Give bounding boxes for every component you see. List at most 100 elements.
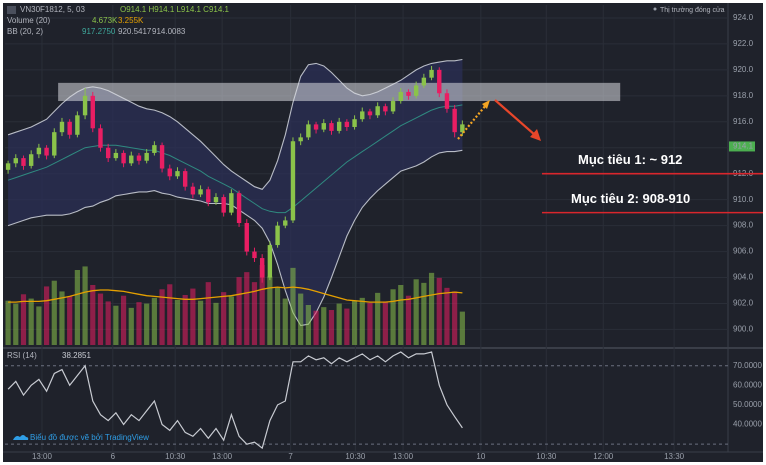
volume-bar <box>398 285 404 345</box>
x-tick-label: 10:30 <box>165 452 186 461</box>
ohlc-legend: O914.1 H914.1 L914.1 C914.1 <box>120 5 230 14</box>
volume-bar <box>43 286 50 345</box>
volume-bar <box>120 295 127 345</box>
volume-bar <box>382 301 388 345</box>
candle-body <box>52 132 57 156</box>
symbol-icon <box>7 6 16 14</box>
volume-bar <box>159 289 165 345</box>
volume-bar <box>5 300 11 345</box>
volume-bar <box>174 300 181 345</box>
candle-body <box>298 137 303 142</box>
candle-body <box>105 147 111 159</box>
candle-body <box>413 85 419 96</box>
volume-bar <box>405 295 412 345</box>
volume-bar <box>375 292 381 345</box>
candle-body <box>329 123 334 131</box>
volume-bar <box>452 291 458 345</box>
y-tick-label: 904.0 <box>733 273 754 282</box>
volume-bar <box>236 277 242 345</box>
annotations <box>457 99 541 141</box>
volume-bar <box>59 291 65 345</box>
volume-bar <box>182 295 188 345</box>
volume-bar <box>313 310 319 345</box>
volume-bar <box>90 285 96 345</box>
x-tick-label: 13:00 <box>212 452 233 461</box>
volume-bar <box>436 277 442 345</box>
candle-body <box>421 77 427 86</box>
x-tick-label: 6 <box>111 452 116 461</box>
volume-ma <box>8 286 463 303</box>
volume-bar <box>274 287 281 345</box>
price-tag-label: 914.1 <box>733 142 754 151</box>
candle-body <box>221 197 226 213</box>
volume-bar <box>251 282 258 345</box>
volume-bar <box>344 308 350 345</box>
candle-body <box>13 158 18 164</box>
candle-body <box>452 108 457 133</box>
volume-bar <box>197 300 204 345</box>
bb-lower-last: 914.0083 <box>152 27 186 36</box>
chart-background <box>3 3 763 462</box>
volume-bar <box>298 293 304 345</box>
candle-body <box>82 95 88 116</box>
bb-middle-last: 917.2750 <box>82 27 116 36</box>
candle-body <box>460 124 465 133</box>
x-tick-label: 13:00 <box>393 452 414 461</box>
volume-bar <box>13 303 19 345</box>
x-tick-label: 12:00 <box>593 452 614 461</box>
candle-body <box>113 152 119 159</box>
x-tick-label: 13:30 <box>664 452 685 461</box>
candle-body <box>336 121 342 131</box>
candle-body <box>444 93 450 109</box>
candle-body <box>229 193 234 213</box>
rsi-line <box>7 351 463 450</box>
candle-body <box>375 106 380 116</box>
volume-bar <box>144 303 150 345</box>
volume-bar <box>205 282 211 345</box>
candle-body <box>398 91 403 102</box>
rsi-tick-label: 50.0000 <box>733 400 762 409</box>
y-tick-label: 906.0 <box>733 247 754 256</box>
y-tick-label: 924.0 <box>733 13 754 22</box>
candle-body <box>198 189 203 195</box>
candle-body <box>236 193 242 224</box>
rsi-last: 38.2851 <box>62 351 91 360</box>
bb-upper-last: 920.5417 <box>118 27 152 36</box>
rsi-tick-label: 70.0000 <box>733 361 762 370</box>
candle-body <box>429 69 434 78</box>
rsi-tick-label: 60.0000 <box>733 380 762 389</box>
volume-bar <box>321 307 327 345</box>
symbol: VN30F1812, 5, 03 <box>20 5 85 14</box>
volume-bar <box>421 282 427 345</box>
volume-bar <box>390 289 396 345</box>
tradingview-logo <box>13 435 29 440</box>
y-tick-label: 918.0 <box>733 91 754 100</box>
volume-bar <box>113 305 119 345</box>
candle-body <box>159 145 165 169</box>
y-tick-label: 908.0 <box>733 221 754 230</box>
x-tick-label: 7 <box>288 452 293 461</box>
volume-bar <box>444 287 450 345</box>
candle-body <box>283 220 288 226</box>
x-tick-label: 10 <box>476 452 485 461</box>
bb-lower <box>7 149 463 327</box>
volume-bar <box>290 267 296 345</box>
price-tag <box>729 141 755 152</box>
candle-body <box>121 152 126 164</box>
target-label: Mục tiêu 2: 908-910 <box>571 191 690 206</box>
rsi-legend: RSI (14) <box>7 351 37 360</box>
candle-body <box>67 121 72 135</box>
status-dot <box>653 7 657 11</box>
candle-body <box>252 251 257 259</box>
volume-last: 4.673K <box>92 16 118 25</box>
volume-bar <box>151 297 157 345</box>
market-status: Thị trường đóng cửa <box>660 6 725 14</box>
volume-bar <box>105 301 111 345</box>
dotted-arrow-head <box>482 100 490 109</box>
candle-body <box>152 145 157 153</box>
candle-body <box>21 158 26 166</box>
candle-body <box>167 168 172 177</box>
volume-bar <box>259 265 265 345</box>
